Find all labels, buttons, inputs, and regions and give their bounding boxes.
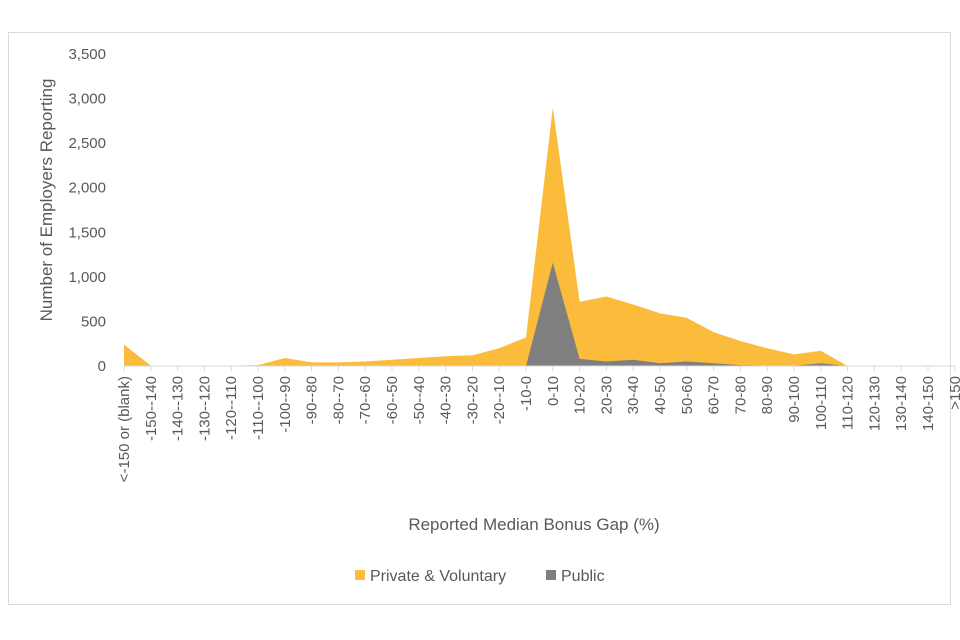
legend-swatch [355,570,365,580]
y-tick-label: 1,000 [68,269,106,286]
y-tick-label: 0 [98,358,106,375]
y-tick-label: 2,500 [68,135,106,152]
x-tick-label: 20-30 [598,376,615,414]
x-tick-label: 30-40 [625,376,642,414]
x-tick-label: 90-100 [786,376,803,423]
x-tick-label: -80--70 [330,376,347,424]
plot-areas [124,107,955,366]
x-axis: <-150 or (blank) -150--140 -140--130 -130--… [116,366,960,482]
x-tick-label: -90--80 [304,376,321,424]
x-tick-label: 110-120 [840,376,857,430]
y-axis: 0 500 1,000 1,500 2,000 2,500 3,000 3,500 [68,46,106,375]
x-axis-title: Reported Median Bonus Gap (%) [408,515,659,534]
x-tick-label: -120--110 [223,376,240,440]
x-tick-label: -10-0 [518,376,535,411]
x-tick-label: -40--30 [438,376,455,424]
series-area-private-voluntary [124,107,955,366]
x-tick-label: 10-20 [572,376,589,414]
series-area-public [124,262,955,366]
legend: Private & Voluntary Public [355,568,605,585]
legend-label: Public [561,568,605,585]
x-tick-label: -50--40 [411,376,428,424]
x-tick-label: 70-80 [732,376,749,414]
legend-label: Private & Voluntary [370,568,506,585]
x-tick-label: 140-150 [920,376,937,431]
x-tick-label: 80-90 [759,376,776,414]
y-axis-title: Number of Employers Reporting [37,79,56,322]
chart-frame [8,32,951,605]
x-tick-label: >150 [947,376,960,410]
x-tick-label: 100-110 [813,376,830,430]
x-tick-label: -20--10 [491,376,508,424]
x-tick-label: -30--20 [464,376,481,424]
x-tick-label: -150--140 [143,376,160,441]
y-tick-label: 2,000 [68,180,106,197]
x-tick-label: 50-60 [679,376,696,414]
x-tick-label: -70--60 [357,376,374,424]
x-tick-label: 120-130 [866,376,883,431]
x-tick-label: 60-70 [706,376,723,414]
x-tick-label: -130--120 [196,376,213,441]
y-tick-label: 1,500 [68,224,106,241]
legend-swatch [546,570,556,580]
x-tick-label: -140--130 [170,376,187,441]
x-tick-label: 130-140 [893,376,910,431]
x-tick-label: -110--100 [250,376,267,440]
x-tick-label: -60--50 [384,376,401,424]
y-tick-label: 3,000 [68,91,106,108]
x-tick-label: <-150 or (blank) [116,376,133,482]
x-tick-label: 40-50 [652,376,669,414]
x-tick-label: 0-10 [545,376,562,406]
x-tick-label: -100--90 [277,376,294,433]
y-tick-label: 3,500 [68,46,106,63]
y-tick-label: 500 [81,313,106,330]
